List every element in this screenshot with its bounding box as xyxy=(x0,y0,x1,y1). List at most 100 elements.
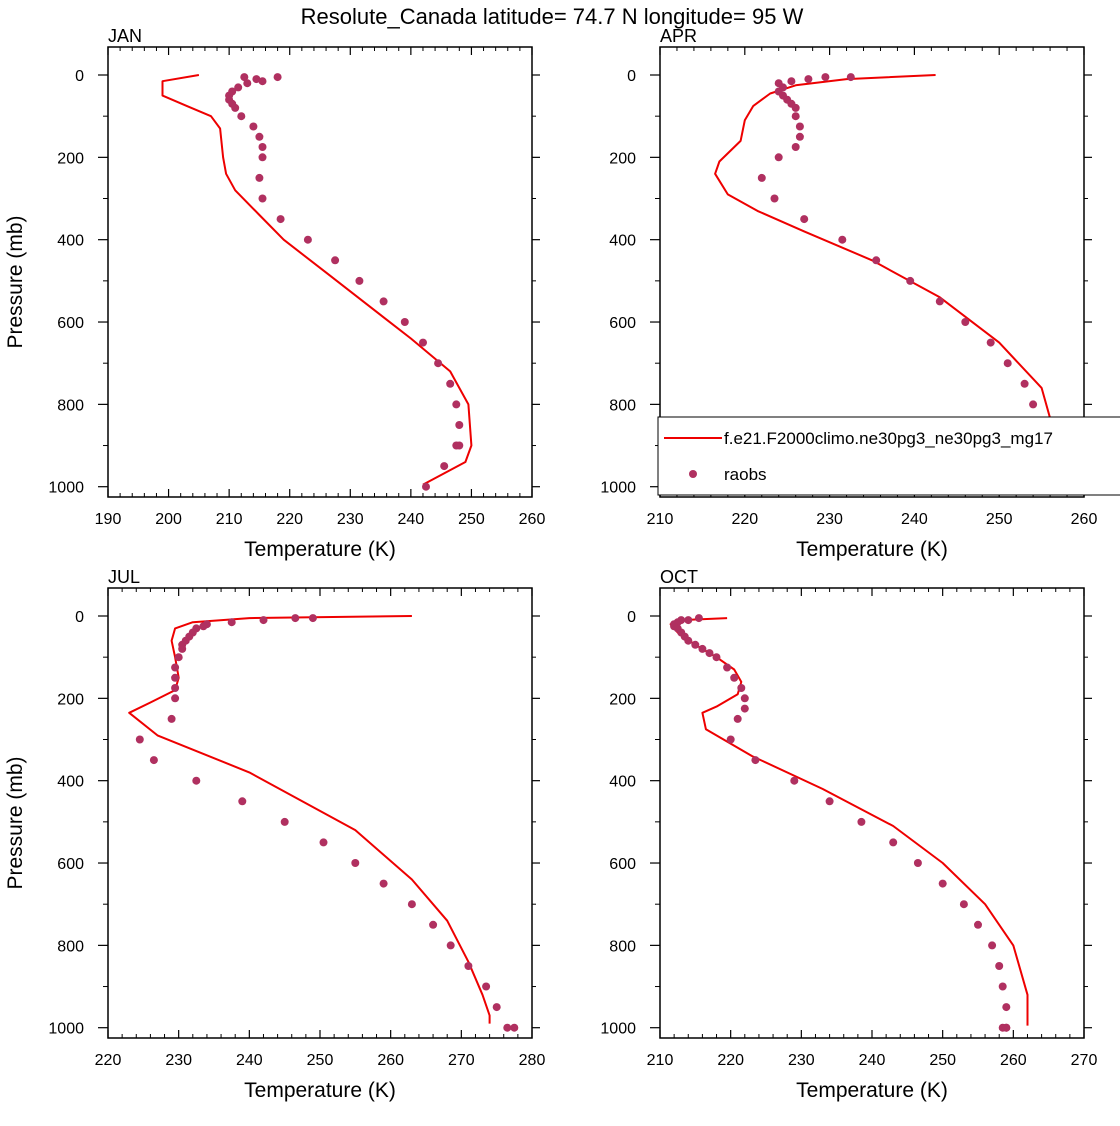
panel-title: OCT xyxy=(660,567,698,587)
raobs-point xyxy=(503,1023,512,1032)
x-tick-label: 260 xyxy=(377,1052,404,1069)
x-tick-label: 240 xyxy=(901,511,928,528)
raobs-point xyxy=(446,941,455,950)
raobs-point xyxy=(726,735,735,744)
raobs-point xyxy=(434,359,443,368)
x-axis-label: Temperature (K) xyxy=(244,1079,396,1102)
raobs-point xyxy=(258,143,267,151)
x-tick-label: 260 xyxy=(519,511,546,528)
raobs-point xyxy=(804,75,813,84)
raobs-point xyxy=(995,962,1004,970)
raobs-point xyxy=(821,73,830,82)
x-tick-label: 230 xyxy=(788,1052,815,1069)
y-tick-label: 400 xyxy=(57,774,84,791)
raobs-point xyxy=(998,1023,1007,1032)
y-tick-label: 200 xyxy=(57,150,84,167)
main-title: Resolute_Canada latitude= 74.7 N longitu… xyxy=(301,4,804,29)
raobs-point xyxy=(787,77,796,86)
x-tick-label: 210 xyxy=(647,511,674,528)
raobs-point xyxy=(938,879,947,888)
y-tick-label: 0 xyxy=(75,68,84,85)
raobs-point xyxy=(838,235,847,244)
raobs-point xyxy=(171,673,180,682)
panel-title: APR xyxy=(660,26,697,46)
raobs-point xyxy=(238,797,247,806)
raobs-point xyxy=(429,920,438,929)
panel-jul: JUL 220 230 240 250 260 270 280 0 200 400 600 800 100… xyxy=(4,567,545,1102)
raobs-point xyxy=(319,838,328,847)
legend-box xyxy=(657,416,1120,496)
raobs-point xyxy=(998,982,1007,991)
raobs-point xyxy=(259,616,268,625)
raobs-point xyxy=(351,859,360,867)
y-tick-label: 200 xyxy=(609,691,636,708)
raobs-point xyxy=(694,614,703,623)
y-tick-label: 600 xyxy=(609,315,636,332)
x-tick-label: 250 xyxy=(307,1052,334,1069)
y-tick-label: 200 xyxy=(609,150,636,167)
panel-oct: OCT 210 220 230 240 250 260 270 0 200 400 600 800 100… xyxy=(600,567,1097,1102)
raobs-point xyxy=(446,379,455,388)
raobs-point xyxy=(452,400,461,409)
raobs-point xyxy=(440,462,449,471)
raobs-point xyxy=(791,103,800,112)
raobs-point xyxy=(770,194,779,203)
y-tick-label: 800 xyxy=(609,397,636,414)
y-tick-label: 1000 xyxy=(600,1021,636,1038)
plot-frame xyxy=(107,587,533,1039)
raobs-point xyxy=(452,441,461,450)
raobs-point xyxy=(705,649,714,658)
x-tick-label: 250 xyxy=(929,1052,956,1069)
x-tick-label: 240 xyxy=(236,1052,263,1069)
raobs-point xyxy=(737,684,746,692)
raobs-point xyxy=(273,73,282,82)
raobs-point xyxy=(730,673,739,682)
raobs-point xyxy=(935,297,944,306)
y-tick-label: 0 xyxy=(75,609,84,626)
raobs-point xyxy=(255,132,264,141)
x-tick-label: 260 xyxy=(1071,511,1098,528)
raobs-point xyxy=(482,982,491,991)
x-tick-label: 240 xyxy=(398,511,425,528)
raobs-point xyxy=(422,482,430,491)
x-axis-label: Temperature (K) xyxy=(796,1079,948,1102)
raobs-point xyxy=(961,318,970,326)
raobs-point xyxy=(276,215,285,224)
x-tick-label: 230 xyxy=(337,511,364,528)
x-tick-label: 220 xyxy=(276,511,303,528)
panel-title: JAN xyxy=(108,26,142,46)
raobs-point xyxy=(790,776,799,785)
raobs-point xyxy=(258,194,267,203)
raobs-point xyxy=(167,714,176,723)
y-tick-label: 1000 xyxy=(48,480,84,497)
raobs-point xyxy=(249,122,258,131)
y-tick-label: 600 xyxy=(57,856,84,873)
model-series-line xyxy=(128,615,491,1024)
raobs-point xyxy=(757,173,766,182)
raobs-point xyxy=(252,75,261,84)
raobs-point xyxy=(723,663,732,672)
x-tick-label: 210 xyxy=(647,1052,674,1069)
x-tick-label: 270 xyxy=(1071,1052,1098,1069)
x-tick-label: 250 xyxy=(986,511,1013,528)
raobs-point xyxy=(791,112,800,121)
raobs-point xyxy=(1003,359,1012,368)
model-series-line xyxy=(161,74,473,486)
raobs-point xyxy=(733,714,742,723)
legend: f.e21.F2000climo.ne30pg3_ne30pg3_mg17 ra… xyxy=(657,416,1120,496)
raobs-point xyxy=(171,663,180,672)
y-tick-label: 400 xyxy=(57,233,84,250)
raobs-point xyxy=(234,83,243,92)
y-tick-label: 800 xyxy=(57,938,84,955)
raobs-point xyxy=(774,153,783,162)
raobs-point xyxy=(407,900,416,909)
y-axis-label: Pressure (mb) xyxy=(4,215,27,348)
raobs-point xyxy=(464,962,473,970)
raobs-point xyxy=(178,644,187,653)
raobs-point xyxy=(986,338,995,347)
y-tick-label: 1000 xyxy=(48,1021,84,1038)
y-tick-label: 1000 xyxy=(600,480,636,497)
raobs-point xyxy=(974,920,982,929)
raobs-point xyxy=(192,776,201,785)
raobs-point xyxy=(872,256,881,265)
